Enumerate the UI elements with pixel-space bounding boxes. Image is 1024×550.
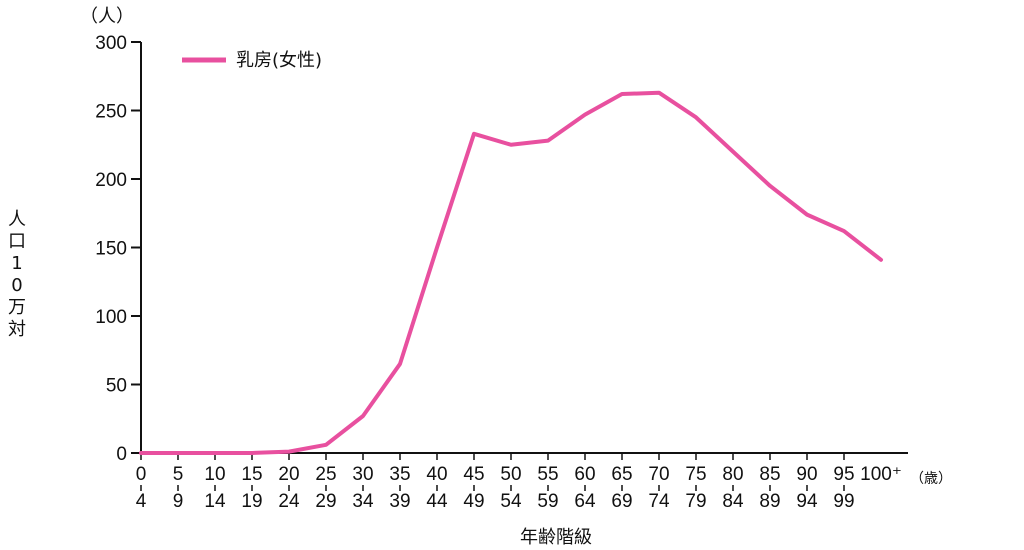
x-tick-label-bottom: 79: [685, 491, 706, 512]
x-tick-label-top: 85: [759, 464, 780, 485]
x-tick-label-top: 65: [611, 464, 632, 485]
x-tick-label-bottom: 29: [315, 491, 336, 512]
legend-label: 乳房(女性): [236, 50, 322, 71]
y-unit-label: （人）: [80, 6, 134, 27]
x-tick-label-top: 90: [796, 464, 817, 485]
y-tick-label: 150: [95, 239, 127, 260]
x-tick-label-bottom: 34: [352, 491, 374, 512]
x-tick-label-bottom: 69: [611, 491, 632, 512]
x-tick-label-bottom: 89: [759, 491, 780, 512]
x-tick-label-top: 50: [500, 464, 521, 485]
x-tick-label-bottom: 49: [463, 491, 484, 512]
x-tick-labels: 0459101415192024252930343539404445495054…: [136, 464, 902, 512]
y-tick-label: 200: [95, 170, 127, 191]
x-tick-label-top: 20: [278, 464, 299, 485]
x-tick-label-top: 10: [204, 464, 225, 485]
x-tick-label-top: 100⁺: [860, 464, 902, 485]
y-tick-label: 100: [95, 307, 127, 328]
y-tick-labels: 0 50 100 150 200 250 300: [95, 33, 127, 465]
x-tick-label-bottom: 74: [648, 491, 670, 512]
x-tick-label-top: 5: [173, 464, 184, 485]
x-tick-label-top: 45: [463, 464, 484, 485]
y-axis-title-char: 0: [11, 275, 22, 296]
x-tick-label-top: 25: [315, 464, 336, 485]
x-tick-label-bottom: 9: [173, 491, 184, 512]
x-tick-label-top: 35: [389, 464, 410, 485]
y-axis-title-char: 人: [8, 209, 26, 230]
x-tick-label-bottom: 39: [389, 491, 410, 512]
x-unit-label: （歳）: [910, 471, 952, 487]
y-tick-label: 0: [116, 444, 127, 465]
x-tick-label-top: 60: [574, 464, 595, 485]
x-tick-label-bottom: 94: [796, 491, 818, 512]
x-tick-label-bottom: 64: [574, 491, 596, 512]
x-tick-label-bottom: 44: [426, 491, 448, 512]
x-tick-label-bottom: 59: [537, 491, 558, 512]
x-tick-label-top: 30: [352, 464, 373, 485]
x-tick-label-bottom: 54: [500, 491, 522, 512]
y-tick-label: 300: [95, 33, 127, 54]
legend: 乳房(女性): [182, 50, 322, 71]
series-layer: [139, 90, 883, 455]
x-tick-label-top: 95: [833, 464, 854, 485]
x-tick-label-top: 75: [685, 464, 706, 485]
x-tick-label-top: 0: [136, 464, 147, 485]
y-axis-title-char: 1: [11, 253, 22, 274]
x-tick-label-bottom: 84: [722, 491, 744, 512]
y-axis-title-char: 対: [8, 319, 26, 340]
x-tick-label-top: 40: [426, 464, 447, 485]
y-tick-label: 50: [106, 376, 127, 397]
x-tick-label-bottom: 4: [136, 491, 147, 512]
series-line: [139, 90, 883, 455]
x-tick-label-bottom: 24: [278, 491, 300, 512]
x-tick-label-top: 15: [241, 464, 262, 485]
x-tick-label-top: 70: [648, 464, 669, 485]
x-axis-title: 年齢階級: [520, 527, 592, 548]
x-tick-label-top: 55: [537, 464, 558, 485]
y-tick-label: 250: [95, 102, 127, 123]
x-tick-label-bottom: 99: [833, 491, 854, 512]
x-tick-label-bottom: 19: [241, 491, 262, 512]
x-tick-label-top: 80: [722, 464, 743, 485]
y-axis-title-char: 万: [8, 297, 26, 318]
x-tick-label-bottom: 14: [204, 491, 226, 512]
axes: [131, 41, 908, 491]
y-axis-title-char: 口: [8, 231, 26, 252]
